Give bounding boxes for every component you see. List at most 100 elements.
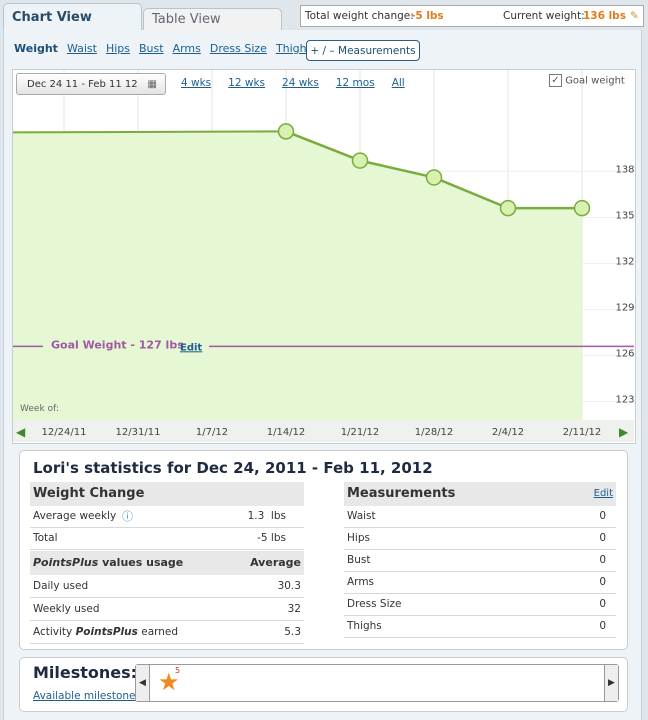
summary-box: Total weight change: -5 lbs Current weig… <box>300 5 644 27</box>
milestones-title: Milestones: <box>33 663 138 682</box>
point <box>425 169 443 186</box>
points-value: 5.3 <box>284 626 301 638</box>
x-axis-bar <box>13 420 634 442</box>
points-value: 30.3 <box>277 580 301 592</box>
milestone-strip: ◀ ▶ ★ 5 <box>135 664 619 702</box>
chart: 123 126 129 132 135 138 Goal Weight - 127 lbsE… <box>13 70 634 442</box>
measurement-row: Arms 0 <box>344 572 616 594</box>
y-tick-label: 129 <box>615 302 634 313</box>
x-tick-label: 1/7/12 <box>196 427 228 438</box>
measurement-row: Dress Size 0 <box>344 594 616 616</box>
x-tick-label: 2/4/12 <box>492 427 524 438</box>
measurement-value: 0 <box>599 532 606 544</box>
range-option[interactable]: 12 wks <box>228 77 266 89</box>
statistics-title: Lori's statistics for Dec 24, 2011 - Feb… <box>33 459 433 477</box>
statistics-panel: Lori's statistics for Dec 24, 2011 - Feb… <box>19 450 628 650</box>
goal-edit[interactable]: Edit <box>180 342 202 353</box>
metric-tab[interactable]: Waist <box>66 42 97 55</box>
chart-view-tab[interactable]: Chart View <box>3 3 142 31</box>
star-badge: ★ <box>158 668 180 696</box>
measurement-value: 0 <box>599 554 606 566</box>
stat-label: Total <box>33 532 58 544</box>
range-option[interactable]: All <box>391 77 405 89</box>
next-arrow[interactable]: ▶ <box>604 665 618 701</box>
x-axis-label: Week of: <box>20 404 59 414</box>
current-label: Current weight: <box>503 10 585 22</box>
metric-tab[interactable]: Hips <box>105 42 130 55</box>
measurements-heading-row: Measurements Edit <box>344 482 616 506</box>
date-range-button[interactable]: Dec 24 11 - Feb 11 12 ▦ <box>16 73 166 95</box>
metric-tab[interactable]: Bust <box>139 42 164 55</box>
measurement-label: Bust <box>347 554 371 566</box>
measurement-label: Hips <box>347 532 370 544</box>
x-tick-label: 1/21/12 <box>341 427 380 438</box>
points-heading-em: PointsPlus <box>33 556 99 569</box>
milestones-link[interactable]: Available milestones <box>33 690 141 702</box>
measurements-button[interactable]: + / – Measurements <box>306 40 420 61</box>
y-tick-label: 132 <box>615 256 634 267</box>
stat-value: 1.3 lbs <box>247 510 286 522</box>
measurement-label: Dress Size <box>347 598 402 610</box>
point <box>277 123 295 140</box>
weight-heading: Weight Change <box>33 486 145 501</box>
points-heading-row: PointsPlus values usage Average <box>30 551 304 575</box>
goal-label: Goal Weight - 127 lbs <box>51 338 184 351</box>
goal-checkbox-label: Goal weight <box>565 75 625 87</box>
x-tick-label: 1/28/12 <box>415 427 454 438</box>
points-heading-rest: values usage <box>98 556 184 569</box>
points-row: Activity PointsPlus earned 5.3 <box>30 621 304 644</box>
info-icon: ⓘ <box>122 510 133 523</box>
stat-label: Average weekly <box>33 510 117 522</box>
points-label-text: Activity <box>33 626 76 638</box>
points-heading: PointsPlus values usage <box>33 551 183 575</box>
stat-row: Average weekly ⓘ 1.3 lbs <box>30 506 304 528</box>
metric-tab[interactable]: Weight <box>14 42 58 55</box>
milestones-panel: Milestones: Available milestones ◀ ▶ ★ 5 <box>19 657 628 712</box>
measurement-row: Thighs 0 <box>344 616 616 638</box>
x-tick-label: 1/14/12 <box>267 427 306 438</box>
y-tick-label: 126 <box>615 349 634 360</box>
weight-stats: Weight Change Average weekly ⓘ 1.3 lbs Total… <box>30 482 304 644</box>
next-arrow[interactable]: ▶ <box>619 425 629 439</box>
points-label-end: earned <box>137 626 179 638</box>
range-option[interactable]: 12 mos <box>335 77 375 89</box>
stat-row: Total -5 lbs <box>30 528 304 550</box>
metric-tab[interactable]: Arms <box>172 42 201 55</box>
x-tick-label: 12/31/11 <box>116 427 161 438</box>
y-tick-label: 138 <box>615 164 634 175</box>
measurement-value: 0 <box>599 510 606 522</box>
pencil-icon[interactable]: ✎ <box>630 10 639 22</box>
measurement-label: Thighs <box>347 620 382 632</box>
point <box>573 199 591 217</box>
measurement-value: 0 <box>599 598 606 610</box>
goal-toggle[interactable]: ✓ Goal weight <box>549 74 625 87</box>
metric-tab[interactable]: Thighs <box>275 42 313 55</box>
checkbox[interactable]: ✓ <box>549 74 562 87</box>
badge-count: 5 <box>175 666 181 675</box>
points-label-text: Daily used <box>33 580 89 592</box>
range-option[interactable]: 4 wks <box>181 77 212 89</box>
prev-arrow[interactable]: ◀ <box>136 665 150 701</box>
measurement-row: Waist 0 <box>344 506 616 528</box>
range-option[interactable]: 24 wks <box>282 77 319 89</box>
measurements-heading: Measurements <box>347 486 456 501</box>
lead-in-line <box>13 130 287 134</box>
points-column: Average <box>250 556 301 569</box>
table-view-tab[interactable]: Table View <box>143 8 282 30</box>
current-value: 136 lbs <box>583 10 626 22</box>
points-label: Weekly used <box>33 598 100 620</box>
y-tick-label: 123 <box>615 395 634 406</box>
measurements-edit[interactable]: Edit <box>593 488 613 499</box>
point <box>499 199 517 217</box>
metric-tab[interactable]: Dress Size <box>209 42 267 55</box>
total-label: Total weight change: <box>305 10 414 22</box>
prev-arrow[interactable]: ◀ <box>16 425 26 439</box>
range-options: 4 wks 12 wks 24 wks 12 mos All <box>181 77 422 89</box>
measurement-value: 0 <box>599 576 606 588</box>
measurement-label: Waist <box>347 510 376 522</box>
points-label: Daily used <box>33 575 88 597</box>
weight-heading-row: Weight Change <box>30 482 304 506</box>
calendar-icon: ▦ <box>147 79 157 90</box>
measurement-row: Bust 0 <box>344 550 616 572</box>
